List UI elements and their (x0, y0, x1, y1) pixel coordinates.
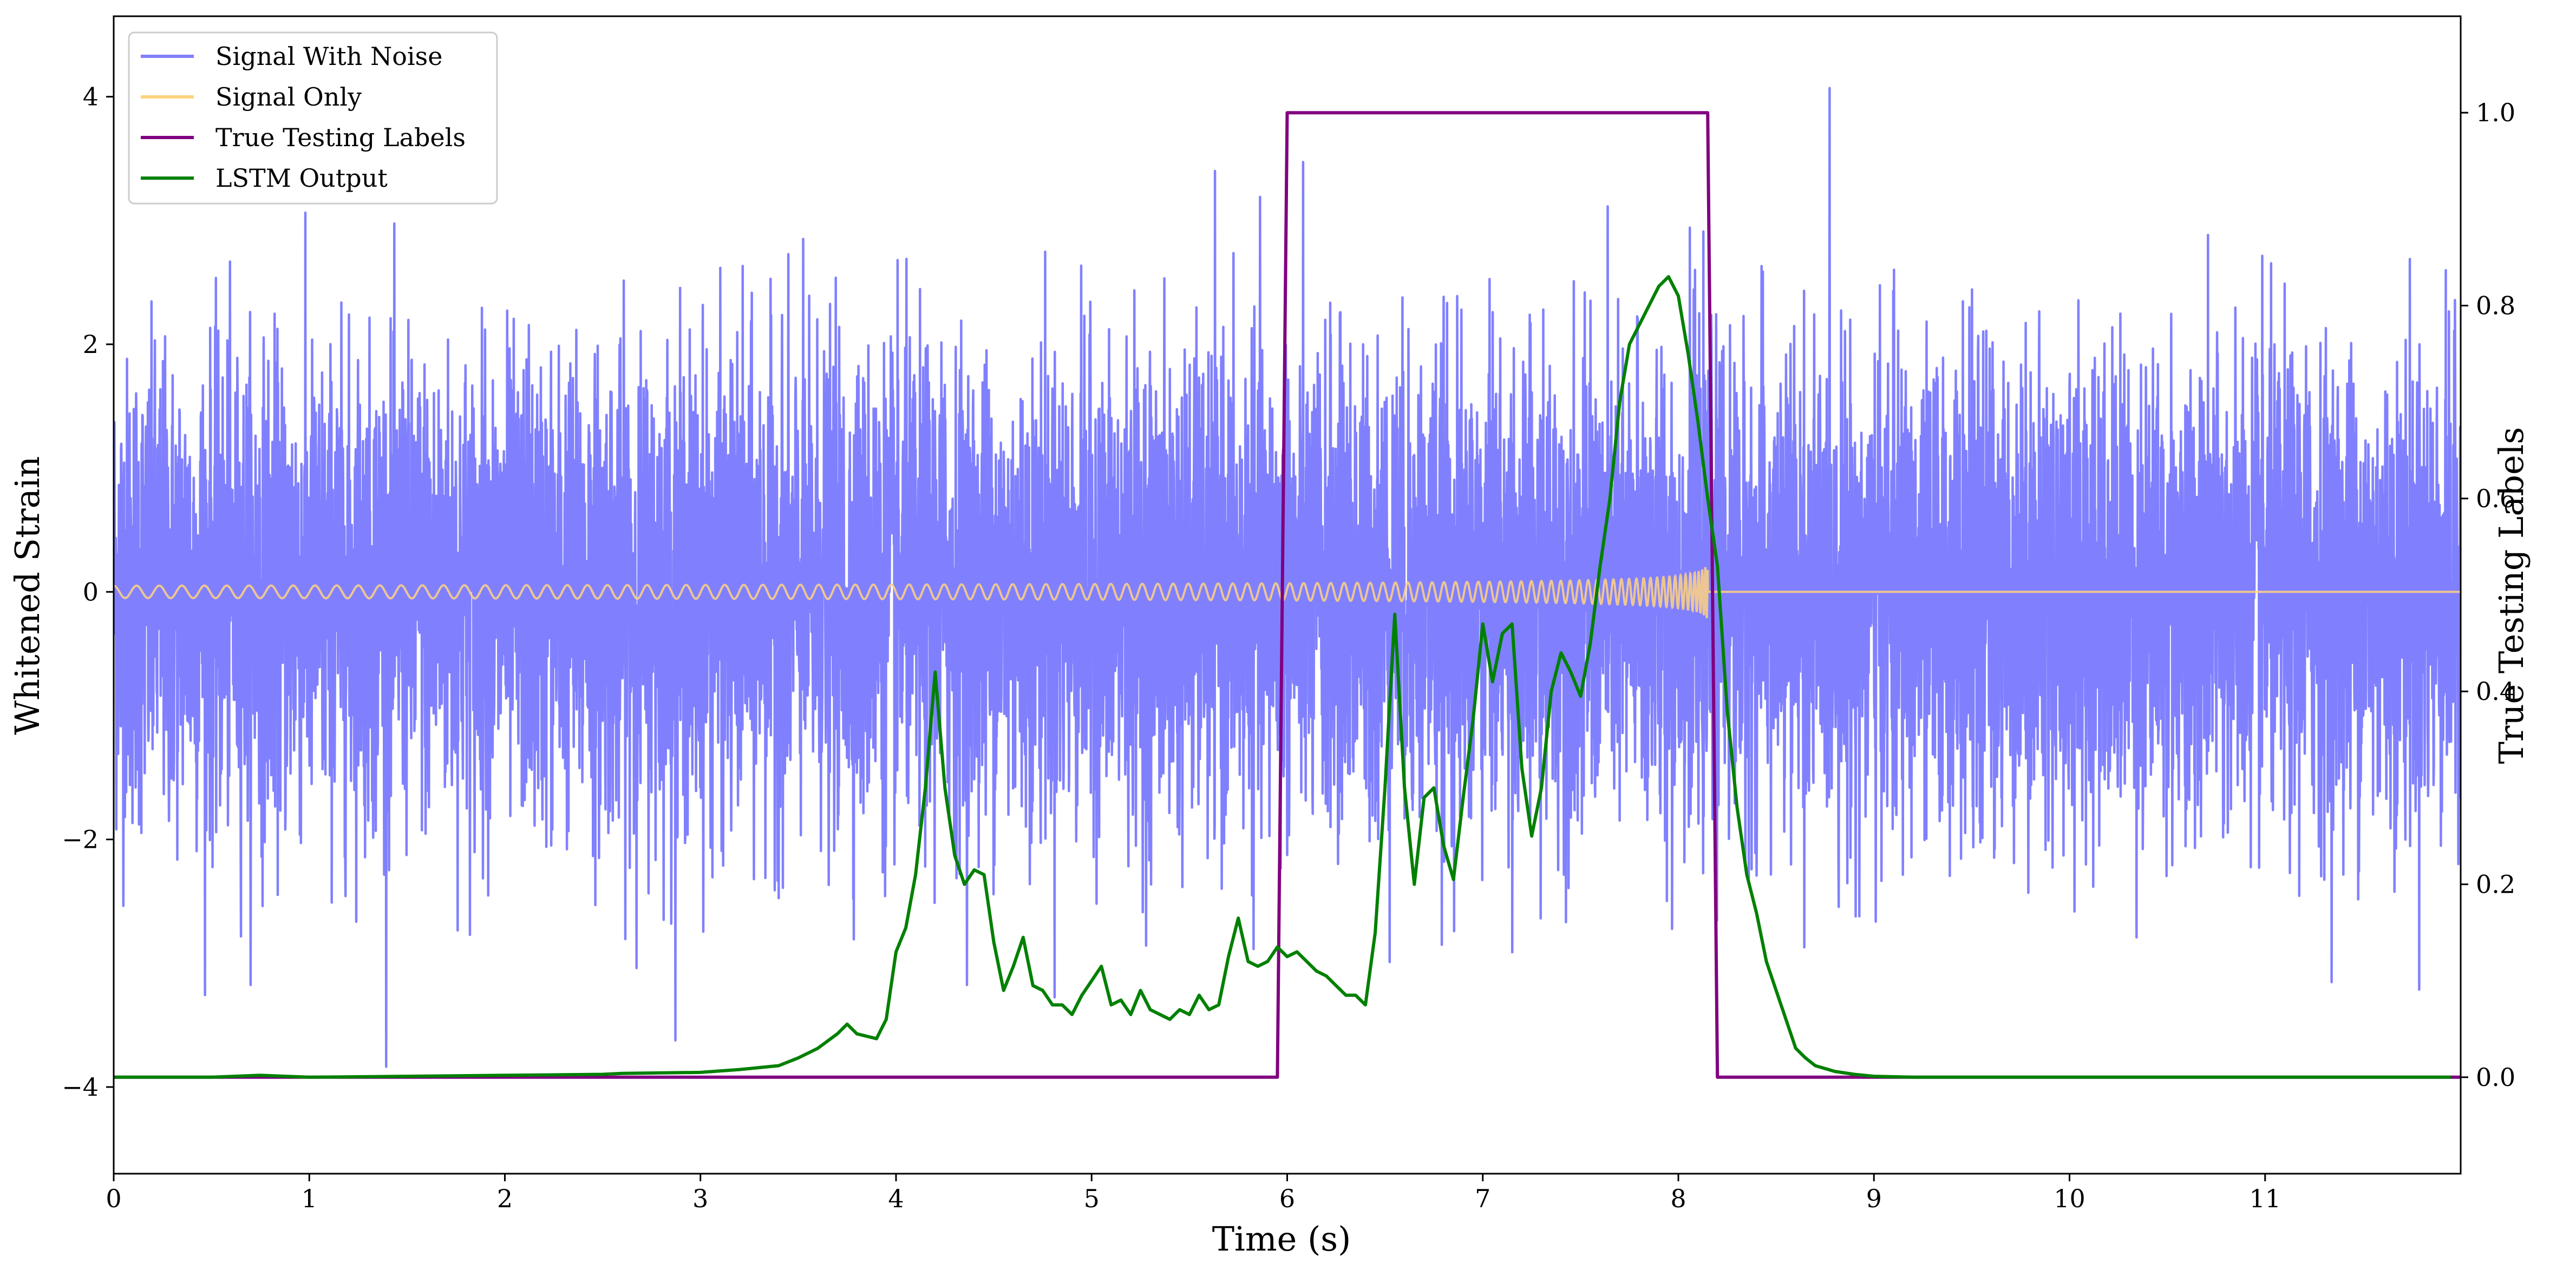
y-left-tick-label: 4 (83, 82, 99, 112)
y-left-tick-label: −4 (62, 1072, 99, 1102)
x-axis-label: Time (s) (1212, 1219, 1351, 1259)
x-tick-label: 7 (1475, 1184, 1490, 1213)
x-tick-label: 2 (497, 1184, 513, 1213)
series-signal-with-noise-line (114, 87, 2461, 1068)
y-left-tick-label: 2 (83, 330, 99, 359)
x-tick-label: 6 (1279, 1184, 1295, 1213)
y-left-tick-label: 0 (83, 577, 99, 606)
legend-label-signal-with-noise: Signal With Noise (215, 42, 442, 71)
x-tick-label: 8 (1670, 1184, 1686, 1213)
y-right-axis-label: True Testing Labels (2492, 427, 2531, 764)
x-tick-label: 0 (106, 1184, 121, 1213)
legend-label-signal-only: Signal Only (215, 82, 362, 112)
x-tick-label: 5 (1084, 1184, 1100, 1213)
series-lstm-output-line (114, 275, 2451, 1079)
y-right-tick-label: 0.8 (2476, 291, 2515, 320)
y-left-axis-label: Whitened Strain (8, 456, 47, 735)
x-tick-label: 1 (302, 1184, 317, 1213)
x-tick-label: 11 (2249, 1184, 2281, 1213)
legend-box (128, 31, 498, 205)
y-right-tick-label: 0.0 (2476, 1063, 2515, 1092)
series-signal-only-line (114, 567, 2461, 619)
x-tick-label: 3 (692, 1184, 708, 1213)
y-right-tick-label: 0.4 (2476, 677, 2515, 706)
legend: Signal With Noise Signal Only True Testing… (128, 31, 498, 205)
x-tick-label: 9 (1866, 1184, 1882, 1213)
x-axis-ticks: 0 1 2 3 4 5 6 7 8 9 10 11 (106, 1174, 2281, 1213)
y-right-tick-label: 0.2 (2476, 870, 2515, 899)
y-right-tick-label: 1.0 (2476, 98, 2515, 127)
legend-label-true-testing-labels: True Testing Labels (215, 123, 466, 152)
series-true-testing-labels-line (114, 111, 2461, 1079)
x-tick-label: 10 (2054, 1184, 2085, 1213)
y-left-axis-ticks: −4 −2 0 2 4 (62, 82, 114, 1102)
legend-label-lstm-output: LSTM Output (215, 163, 388, 193)
y-right-tick-label: 0.6 (2476, 484, 2515, 513)
y-right-axis-ticks: 0.0 0.2 0.4 0.6 0.8 1.0 (2461, 98, 2515, 1092)
plot-content (114, 87, 2461, 1079)
y-left-tick-label: −2 (62, 825, 99, 854)
x-tick-label: 4 (888, 1184, 904, 1213)
